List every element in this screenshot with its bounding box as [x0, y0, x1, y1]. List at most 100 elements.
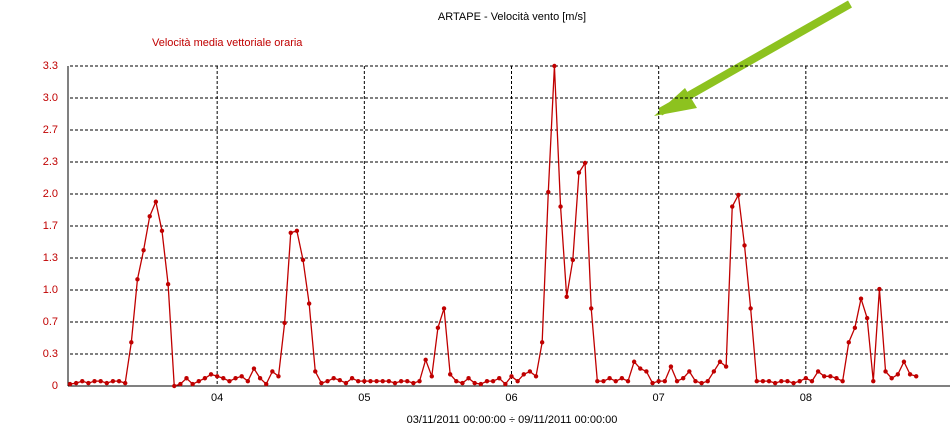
data-point	[564, 294, 569, 299]
data-point	[527, 369, 533, 374]
data-point	[582, 160, 588, 166]
data-point	[503, 381, 508, 387]
data-point	[589, 306, 594, 311]
data-point	[270, 369, 275, 374]
data-point	[478, 381, 484, 387]
data-point	[895, 372, 901, 377]
data-point	[190, 381, 195, 387]
data-point	[809, 378, 815, 384]
data-point	[490, 378, 496, 384]
y-tick-label: 2.7	[43, 124, 58, 136]
data-point	[92, 378, 97, 384]
data-point	[288, 230, 293, 235]
data-point	[546, 189, 551, 195]
data-point	[521, 372, 526, 377]
data-point	[257, 376, 263, 381]
data-point	[80, 378, 85, 384]
data-point	[349, 376, 355, 381]
data-point	[613, 378, 618, 384]
data-point	[386, 378, 392, 384]
data-point	[233, 376, 238, 381]
data-point	[331, 376, 336, 381]
x-tick-label: 07	[653, 392, 665, 404]
data-point	[300, 257, 306, 263]
data-point	[251, 366, 257, 371]
data-point	[356, 378, 361, 384]
data-point	[398, 378, 404, 384]
data-point	[276, 374, 281, 379]
legend-entry: Velocità media vettoriale oraria	[152, 37, 303, 49]
chart-title: ARTAPE - Velocità vento [m/s]	[438, 11, 586, 23]
data-point	[699, 380, 704, 386]
data-point	[797, 378, 802, 384]
data-point	[828, 374, 833, 379]
data-point	[864, 315, 870, 321]
x-tick-label: 08	[800, 392, 812, 404]
data-point	[104, 380, 109, 386]
data-point	[754, 378, 759, 384]
data-point	[172, 383, 177, 389]
data-point	[435, 325, 441, 331]
data-point	[705, 378, 710, 384]
data-point	[846, 340, 851, 345]
data-point	[785, 378, 790, 384]
y-tick-label: 0.7	[43, 316, 58, 328]
data-point	[282, 320, 287, 326]
data-point	[803, 376, 809, 381]
y-tick-label: 1.7	[43, 220, 58, 232]
data-point	[135, 277, 140, 282]
data-point	[122, 380, 128, 386]
data-point	[619, 376, 625, 381]
data-point	[306, 301, 312, 306]
data-point	[411, 380, 416, 386]
data-point	[392, 380, 398, 386]
data-point	[736, 192, 741, 198]
data-point	[73, 380, 79, 386]
data-point	[86, 380, 91, 386]
data-point	[67, 381, 73, 387]
data-point	[362, 378, 367, 384]
data-point	[760, 378, 766, 384]
data-point	[552, 63, 557, 69]
data-point	[447, 372, 453, 377]
data-point	[245, 378, 251, 384]
data-point	[680, 376, 686, 381]
data-point	[325, 378, 330, 384]
data-point	[264, 381, 269, 387]
data-point	[650, 380, 655, 386]
data-point	[196, 378, 201, 384]
y-tick-label: 1.3	[43, 252, 58, 264]
data-point	[889, 376, 894, 381]
data-point	[337, 377, 343, 383]
data-point	[441, 306, 447, 311]
x-axis-label: 03/11/2011 00:00:00 ÷ 09/11/2011 00:00:0…	[407, 414, 618, 426]
data-point	[742, 243, 747, 248]
data-point	[730, 204, 735, 209]
data-point	[497, 376, 502, 381]
data-point	[466, 376, 471, 381]
x-tick-label: 05	[358, 392, 370, 404]
data-point	[454, 378, 459, 384]
y-tick-label: 2.3	[43, 156, 58, 168]
data-point	[883, 369, 888, 374]
data-point	[822, 374, 827, 379]
data-point	[110, 378, 116, 384]
data-point	[638, 366, 643, 371]
data-point	[576, 170, 582, 175]
data-point	[693, 378, 698, 384]
data-point	[313, 369, 318, 374]
data-point	[153, 199, 159, 204]
data-point	[221, 376, 226, 381]
data-point	[417, 378, 422, 384]
data-point	[656, 378, 661, 384]
data-point	[165, 281, 171, 287]
data-point	[791, 380, 796, 386]
data-point	[539, 340, 545, 345]
data-point	[374, 378, 379, 384]
data-point	[515, 378, 520, 384]
data-point	[852, 325, 858, 331]
y-tick-label: 0.3	[43, 348, 58, 360]
y-tick-label: 3.0	[43, 92, 58, 104]
data-point	[184, 376, 189, 381]
data-point	[625, 378, 631, 384]
